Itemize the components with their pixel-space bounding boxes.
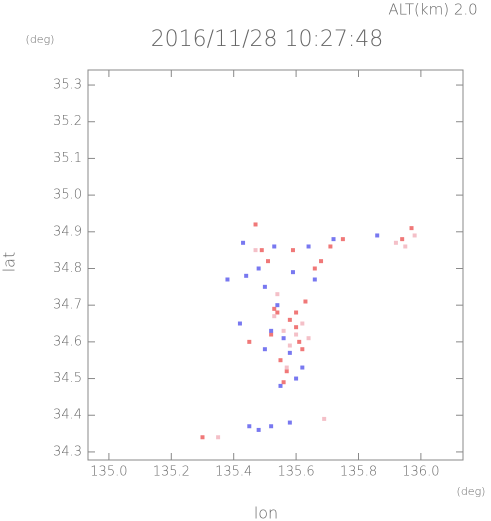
y-tick-label: 34.6 — [53, 334, 82, 349]
echo-point — [284, 365, 289, 370]
echo-point — [412, 233, 417, 238]
echo-point — [393, 240, 398, 245]
x-tick-label: 135.8 — [340, 465, 377, 480]
y-tick-label: 35.3 — [53, 78, 82, 93]
echo-point — [409, 226, 414, 231]
y-tick-label: 34.8 — [53, 261, 82, 276]
echo-point — [287, 343, 292, 348]
echo-point — [269, 328, 274, 333]
echo-point — [278, 383, 283, 388]
x-tick-label: 136.0 — [402, 465, 439, 480]
x-unit: (deg) — [457, 485, 486, 498]
echo-point — [294, 325, 299, 330]
echo-point — [241, 240, 246, 245]
echo-point — [272, 314, 277, 319]
echo-point — [253, 248, 258, 253]
echo-point — [300, 321, 305, 326]
echo-point — [281, 328, 286, 333]
echo-point — [328, 244, 333, 249]
echo-point — [340, 237, 345, 242]
echo-point — [294, 310, 299, 315]
echo-point — [259, 248, 264, 253]
echo-point — [297, 339, 302, 344]
echo-point — [253, 222, 258, 227]
echo-point — [403, 244, 408, 249]
plot-frame — [87, 69, 464, 461]
echo-point — [247, 339, 252, 344]
y-axis-label: lat — [0, 252, 19, 273]
echo-point — [225, 277, 230, 282]
echo-point — [262, 347, 267, 352]
echo-point — [269, 332, 274, 337]
echo-point — [272, 306, 277, 311]
echo-point — [284, 369, 289, 374]
echo-point — [294, 332, 299, 337]
y-tick-label: 34.4 — [53, 408, 82, 423]
echo-point — [275, 310, 280, 315]
x-axis-label: lon — [254, 504, 278, 521]
echo-point — [262, 284, 267, 289]
echo-point — [278, 358, 283, 363]
x-tick-label: 135.6 — [277, 465, 314, 480]
echo-point — [281, 380, 286, 385]
x-tick-label: 135.0 — [90, 465, 127, 480]
chart-title: 2016/11/28 10:27:48 — [151, 27, 384, 52]
y-tick-label: 35.2 — [53, 114, 82, 129]
echo-point — [306, 244, 311, 249]
echo-point — [331, 237, 336, 242]
echo-point — [256, 427, 261, 432]
y-tick-label: 35.1 — [53, 151, 82, 166]
echo-point — [303, 299, 308, 304]
echo-point — [281, 336, 286, 341]
echo-point — [275, 303, 280, 308]
y-tick-label: 34.3 — [53, 444, 82, 459]
y-unit: (deg) — [26, 33, 55, 46]
chart-subtitle: ALT(km) 2.0 — [388, 1, 477, 19]
echo-point — [290, 270, 295, 275]
x-tick-label: 135.2 — [153, 465, 190, 480]
echo-point — [319, 259, 324, 264]
echo-point — [269, 424, 274, 429]
echo-point — [400, 237, 405, 242]
echo-point — [287, 420, 292, 425]
echo-point — [322, 416, 327, 421]
echo-point — [312, 266, 317, 271]
echo-point — [306, 336, 311, 341]
echo-point — [275, 292, 280, 297]
echo-point — [256, 266, 261, 271]
echo-point — [247, 424, 252, 429]
echo-point — [287, 350, 292, 355]
y-tick-label: 34.9 — [53, 224, 82, 239]
x-tick-label: 135.4 — [215, 465, 252, 480]
echo-point — [294, 376, 299, 381]
y-tick-label: 34.7 — [53, 298, 82, 313]
echo-point — [244, 273, 249, 278]
echo-point — [375, 233, 380, 238]
echo-point — [300, 347, 305, 352]
y-tick-label: 34.5 — [53, 371, 82, 386]
echo-point — [300, 365, 305, 370]
echo-point — [287, 317, 292, 322]
echo-point — [290, 248, 295, 253]
echo-point — [237, 321, 242, 326]
echo-point — [216, 435, 221, 440]
y-tick-label: 35.0 — [53, 188, 82, 203]
echo-point — [272, 244, 277, 249]
echo-point — [200, 435, 205, 440]
echo-point — [312, 277, 317, 282]
echo-point — [266, 259, 271, 264]
